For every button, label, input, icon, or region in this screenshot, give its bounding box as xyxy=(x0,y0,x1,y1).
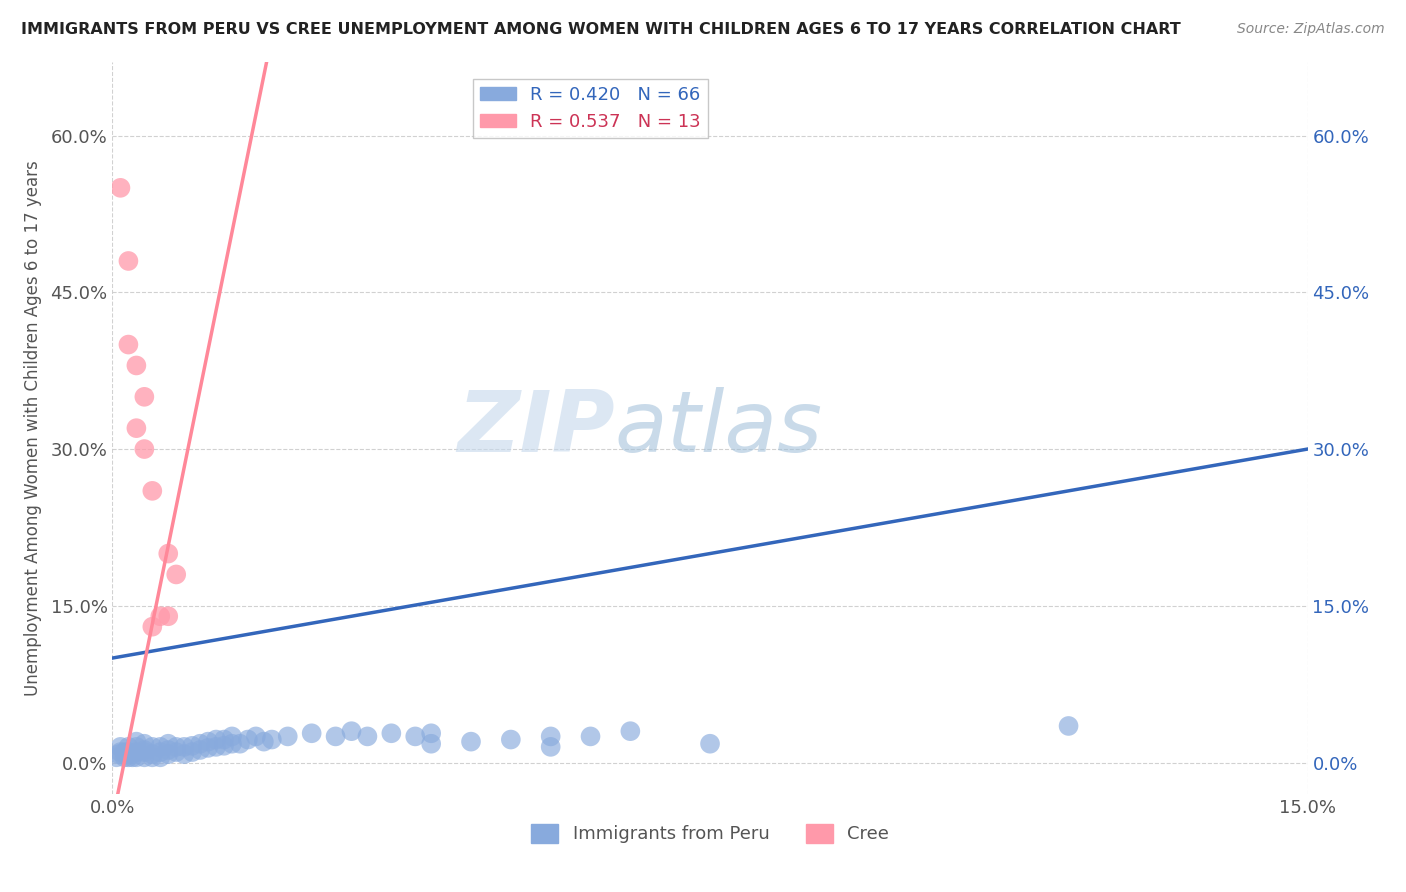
Point xyxy=(699,737,721,751)
Point xyxy=(212,739,235,753)
Point xyxy=(149,750,172,764)
Text: IMMIGRANTS FROM PERU VS CREE UNEMPLOYMENT AMONG WOMEN WITH CHILDREN AGES 6 TO 17: IMMIGRANTS FROM PERU VS CREE UNEMPLOYMEN… xyxy=(21,22,1181,37)
Point xyxy=(301,726,323,740)
Point xyxy=(125,359,148,373)
Point xyxy=(157,609,180,624)
Point xyxy=(121,747,143,761)
Point xyxy=(420,726,443,740)
Point xyxy=(205,739,228,754)
Point xyxy=(134,442,156,456)
Point xyxy=(188,743,211,757)
Point xyxy=(141,750,163,764)
Point xyxy=(125,745,148,759)
Legend: R = 0.420   N = 66, R = 0.537   N = 13: R = 0.420 N = 66, R = 0.537 N = 13 xyxy=(472,78,709,138)
Text: ZIP: ZIP xyxy=(457,386,614,470)
Point xyxy=(117,745,139,759)
Point xyxy=(165,745,187,759)
Point xyxy=(181,739,204,753)
Point xyxy=(134,750,156,764)
Point xyxy=(277,730,299,744)
Point xyxy=(157,747,180,761)
Point xyxy=(380,726,402,740)
Point xyxy=(121,750,143,764)
Point xyxy=(141,483,163,498)
Point xyxy=(540,739,562,754)
Point xyxy=(340,724,363,739)
Point xyxy=(245,730,267,744)
Point xyxy=(134,743,156,757)
Point xyxy=(1057,719,1080,733)
Point xyxy=(108,747,131,761)
Point xyxy=(197,740,219,755)
Point xyxy=(325,730,347,744)
Point xyxy=(157,547,180,561)
Point xyxy=(165,739,187,754)
Point xyxy=(253,734,276,748)
Point xyxy=(173,747,195,761)
Point xyxy=(141,620,163,634)
Point xyxy=(110,739,132,754)
Point xyxy=(460,734,482,748)
Point xyxy=(540,730,562,744)
Text: atlas: atlas xyxy=(614,386,823,470)
Point xyxy=(197,734,219,748)
Point xyxy=(110,745,132,759)
Point xyxy=(157,743,180,757)
Point xyxy=(229,737,252,751)
Point xyxy=(157,737,180,751)
Point xyxy=(125,750,148,764)
Point xyxy=(212,732,235,747)
Text: Source: ZipAtlas.com: Source: ZipAtlas.com xyxy=(1237,22,1385,37)
Point xyxy=(105,750,128,764)
Point xyxy=(221,737,243,751)
Point xyxy=(499,732,522,747)
Point xyxy=(134,390,156,404)
Y-axis label: Unemployment Among Women with Children Ages 6 to 17 years: Unemployment Among Women with Children A… xyxy=(24,161,42,696)
Point xyxy=(125,734,148,748)
Point xyxy=(114,745,135,759)
Point xyxy=(117,750,139,764)
Point xyxy=(619,724,641,739)
Point xyxy=(125,421,148,435)
Point xyxy=(181,745,204,759)
Point xyxy=(110,181,132,195)
Point xyxy=(236,732,259,747)
Point xyxy=(149,739,172,754)
Point xyxy=(420,737,443,751)
Point xyxy=(114,750,135,764)
Point xyxy=(141,747,163,761)
Point xyxy=(579,730,602,744)
Point xyxy=(205,732,228,747)
Point xyxy=(149,745,172,759)
Point xyxy=(149,609,172,624)
Point xyxy=(117,254,139,268)
Point xyxy=(141,739,163,754)
Point xyxy=(404,730,426,744)
Point xyxy=(165,567,187,582)
Point xyxy=(221,730,243,744)
Point xyxy=(117,337,139,351)
Point xyxy=(173,739,195,754)
Point xyxy=(125,739,148,754)
Point xyxy=(134,745,156,759)
Point xyxy=(188,737,211,751)
Point xyxy=(134,737,156,751)
Point xyxy=(260,732,283,747)
Point xyxy=(356,730,378,744)
Point xyxy=(117,739,139,754)
